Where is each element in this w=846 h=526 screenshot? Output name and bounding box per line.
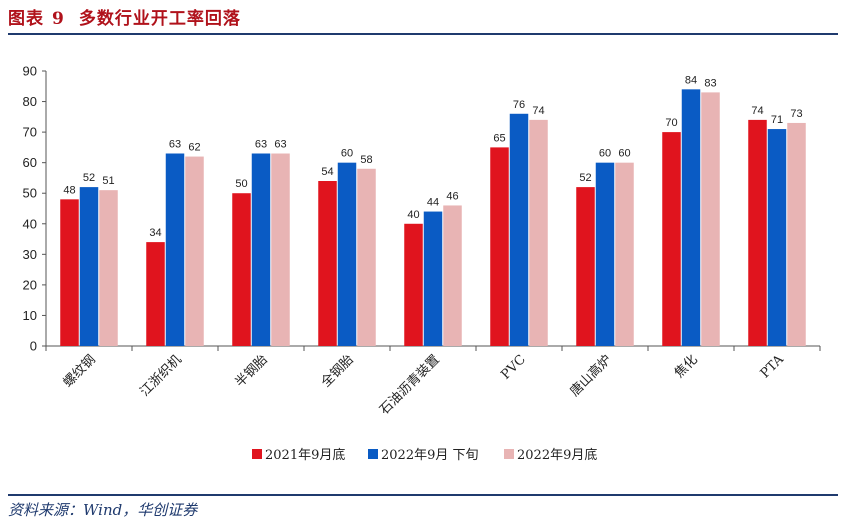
figure-title: 图表 9 多数行业开工率回落 [8,4,241,29]
category-label: 江浙织机 [137,352,184,399]
bar [404,223,423,346]
bar [79,187,99,346]
category-label: PVC [498,352,529,383]
y-tick-label: 80 [23,94,37,109]
legend-swatch [252,449,262,459]
bar [701,92,720,346]
data-label: 54 [321,166,333,178]
data-labels: 48 52 51 34 63 62 50 63 63 54 60 58 40 44 46 65 76 74 52 60… [63,74,802,239]
legend-label: 2022年9月 下旬 [381,448,479,463]
bar [509,113,529,347]
legend-label: 2022年9月底 [517,447,597,463]
data-label: 44 [427,197,439,209]
data-label: 52 [83,172,95,184]
y-tick-label: 50 [23,186,37,201]
bars [60,89,806,347]
bar [165,153,185,346]
bar [443,205,462,346]
data-label: 52 [579,172,591,184]
category-label: 半钢胎 [233,352,271,390]
y-tick-label: 10 [23,308,37,323]
data-label: 70 [665,117,677,129]
bar [787,122,806,346]
data-label: 60 [341,148,353,160]
bar [357,168,376,346]
category-label: 全钢胎 [318,352,357,391]
bar [232,193,251,346]
data-label: 40 [407,209,419,221]
bar [748,119,767,346]
data-label: 60 [618,148,630,160]
category-label: 螺纹钢 [61,352,99,390]
data-label: 74 [532,105,544,117]
bar [615,162,634,346]
category-labels: 螺纹钢 江浙织机 半钢胎 全钢胎 石油沥青装置 PVC 唐山高炉 焦化 PTA [61,352,788,418]
data-label: 63 [274,139,286,151]
bar [185,156,204,346]
data-label: 74 [751,105,763,117]
bar [271,153,290,346]
data-label: 71 [771,114,783,126]
figure-number: 9 [52,9,65,29]
top-rule [8,33,838,35]
bar [490,147,509,346]
data-label: 58 [360,154,372,166]
bar [318,181,337,346]
y-tick-label: 60 [23,155,37,170]
bar [423,211,443,346]
data-label: 76 [513,99,525,111]
data-label: 34 [149,227,161,239]
data-label: 65 [493,132,505,144]
figure-title-text: 多数行业开工率回落 [78,9,241,29]
y-tick-label: 30 [23,247,37,262]
category-label: 唐山高炉 [567,352,615,400]
y-tick-label: 20 [23,277,37,292]
data-label: 62 [188,142,200,154]
y-tick-label: 0 [30,339,37,354]
data-label: 48 [63,184,75,196]
figure-prefix: 图表 [8,9,44,29]
data-label: 63 [255,139,267,151]
data-label: 63 [169,139,181,151]
bar [662,132,681,346]
source-note: 资料来源：Wind，华创证券 [8,501,198,519]
data-label: 83 [704,77,716,89]
category-label: PTA [758,352,787,381]
data-label: 73 [790,108,802,120]
bar [529,119,548,346]
legend: 2021年9月底 2022年9月 下旬 2022年9月底 [252,447,597,463]
bar [767,129,787,346]
category-label: 石油沥青装置 [377,352,443,418]
data-label: 50 [235,178,247,190]
bar [595,162,615,346]
y-tick-label: 90 [23,64,37,79]
y-tick-label: 70 [23,125,37,140]
bar [99,190,118,346]
y-tick-label: 40 [23,216,37,231]
category-label: 焦化 [672,352,701,381]
bottom-rule [8,494,838,496]
data-label: 51 [102,175,114,187]
bar [337,162,357,346]
bar [146,242,165,346]
legend-swatch [368,449,378,459]
data-label: 46 [446,190,458,202]
legend-swatch [504,449,514,459]
bar [60,199,79,346]
bar [681,89,701,346]
data-label: 84 [685,74,697,86]
data-label: 60 [599,148,611,160]
legend-label: 2021年9月底 [265,447,345,463]
bar [576,187,595,346]
bar [251,153,271,346]
